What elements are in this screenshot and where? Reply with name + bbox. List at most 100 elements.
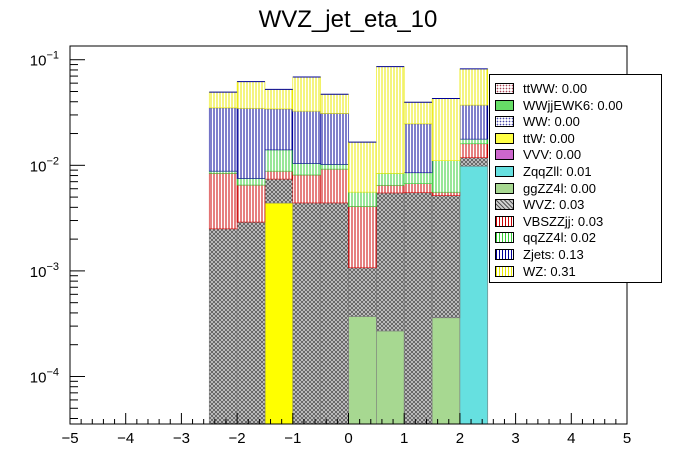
legend-swatch	[495, 166, 514, 177]
bar-WVZ-bin-1	[236, 221, 266, 425]
legend-label: WW: 0.00	[523, 114, 580, 130]
bar-Zjets-bin-2	[264, 108, 294, 151]
legend-entry: WWjjEWK6: 0.00	[495, 97, 623, 114]
legend-swatch	[495, 249, 514, 260]
bar-Zjets-bin-3	[292, 110, 321, 164]
bar-WVZ-bin-8	[431, 195, 461, 319]
legend-entry: VBSZZjj: 0.03	[495, 213, 603, 230]
legend-entry: WW: 0.00	[495, 113, 580, 130]
bar-VBSZZjj-bin-5	[348, 206, 377, 269]
bar-WVZ-bin-5	[348, 267, 377, 317]
y-tick-label: 10−3	[30, 261, 59, 281]
y-tick-label: 10−4	[30, 366, 59, 386]
x-tick-label: −3	[173, 430, 190, 447]
legend-label: ggZZ4l: 0.00	[523, 180, 596, 196]
bar-Zjets-bin-7	[403, 123, 433, 174]
legend: ttWW: 0.00 WWjjEWK6: 0.00 WW: 0.00 ttW: 0.0…	[489, 74, 662, 283]
legend-swatch	[495, 99, 514, 111]
bar-qqZZ4l-bin-8	[431, 160, 461, 193]
bar-WVZ-bin-2	[264, 178, 294, 204]
x-tick-label: 4	[567, 430, 575, 447]
legend-entry: WVZ: 0.03	[495, 196, 584, 213]
bar-Zjets-bin-9	[459, 104, 489, 140]
bar-qqZZ4l-bin-1	[236, 178, 266, 186]
chart-title: WVZ_jet_eta_10	[258, 6, 438, 33]
bar-WZ-bin-1	[236, 81, 266, 109]
legend-entry: ttWW: 0.00	[495, 80, 587, 97]
x-tick-label: 1	[400, 430, 408, 447]
bar-VBSZZjj-bin-0	[208, 173, 238, 230]
legend-entry: Zjets: 0.13	[495, 246, 584, 263]
legend-swatch	[495, 215, 514, 227]
legend-swatch	[495, 149, 514, 161]
legend-label: qqZZ4l: 0.02	[523, 230, 596, 246]
x-tick-label: −4	[117, 430, 134, 447]
bar-WVZ-bin-9	[459, 157, 489, 167]
histogram-bars	[208, 66, 489, 425]
bar-ggZZ4l-bin-5	[348, 316, 377, 425]
bar-VBSZZjj-bin-3	[292, 174, 321, 204]
bar-VBSZZjj-bin-6	[376, 184, 405, 194]
bar-qqZZ4l-bin-0	[208, 170, 238, 174]
x-tick-label: −2	[229, 430, 246, 447]
stack-outline	[209, 66, 488, 143]
legend-label: ttWW: 0.00	[523, 81, 588, 96]
bar-WVZ-bin-7	[403, 192, 433, 425]
bar-WZ-bin-4	[320, 93, 349, 114]
bar-qqZZ4l-bin-6	[376, 173, 405, 186]
bar-VBSZZjj-bin-4	[320, 168, 349, 204]
legend-label: Zjets: 0.13	[523, 247, 584, 262]
bar-qqZZ4l-bin-4	[320, 164, 349, 170]
bar-VBSZZjj-bin-1	[236, 184, 266, 223]
bar-WZ-bin-3	[292, 76, 321, 112]
bar-VBSZZjj-bin-7	[403, 183, 433, 194]
legend-label: ttW: 0.00	[523, 130, 575, 146]
legend-label: VBSZZjj: 0.03	[523, 213, 604, 229]
x-tick-label: −1	[284, 430, 301, 447]
bar-Zjets-bin-1	[236, 107, 266, 179]
bar-WVZ-bin-6	[376, 192, 405, 332]
bar-qqZZ4l-bin-9	[459, 138, 489, 145]
legend-entry: qqZZ4l: 0.02	[495, 229, 596, 246]
bar-ggZZ4l-bin-6	[376, 330, 405, 425]
legend-label: WVZ: 0.03	[523, 197, 585, 213]
bar-WZ-bin-2	[264, 89, 294, 110]
legend-swatch	[495, 265, 514, 277]
bar-Zjets-bin-4	[320, 113, 349, 165]
bar-qqZZ4l-bin-5	[348, 191, 377, 207]
bar-WZ-bin-8	[431, 98, 461, 161]
bar-WZ-bin-0	[208, 91, 238, 109]
x-tick-label: 0	[344, 430, 352, 447]
legend-swatch	[495, 232, 514, 244]
bar-Zjets-bin-0	[208, 107, 238, 172]
legend-entry: ttW: 0.00	[495, 130, 575, 147]
bar-VBSZZjj-bin-9	[459, 143, 489, 159]
bar-qqZZ4l-bin-2	[264, 149, 294, 172]
bar-VBSZZjj-bin-8	[431, 191, 461, 196]
legend-entry: ZqqZll: 0.01	[495, 163, 592, 180]
legend-swatch	[495, 132, 514, 144]
x-tick-label: 5	[623, 430, 631, 447]
bar-WZ-bin-5	[348, 141, 377, 193]
bar-WVZ-bin-0	[208, 228, 238, 425]
y-tick-label: 10−2	[30, 155, 59, 175]
legend-entry: WZ: 0.31	[495, 263, 576, 280]
y-tick-label: 10−1	[30, 50, 59, 70]
bar-qqZZ4l-bin-7	[403, 172, 433, 184]
legend-swatch	[495, 199, 514, 211]
legend-label: ZqqZll: 0.01	[523, 164, 592, 179]
legend-label: VVV: 0.00	[523, 147, 582, 163]
legend-entry: VVV: 0.00	[495, 146, 581, 163]
legend-swatch	[495, 116, 514, 128]
legend-swatch	[495, 83, 514, 94]
legend-label: WWjjEWK6: 0.00	[523, 97, 623, 113]
bar-qqZZ4l-bin-3	[292, 163, 321, 176]
bar-VBSZZjj-bin-2	[264, 170, 294, 180]
bar-WVZ-bin-3	[292, 202, 321, 425]
y-axis: 10−1 10−2 10−3 10−4	[30, 50, 85, 420]
bar-WVZ-bin-4	[320, 202, 349, 425]
bar-qqZZ4l_low-bin-2	[264, 202, 294, 425]
x-tick-label: 3	[511, 430, 519, 447]
legend-swatch	[495, 182, 514, 194]
x-tick-label: 2	[456, 430, 464, 447]
